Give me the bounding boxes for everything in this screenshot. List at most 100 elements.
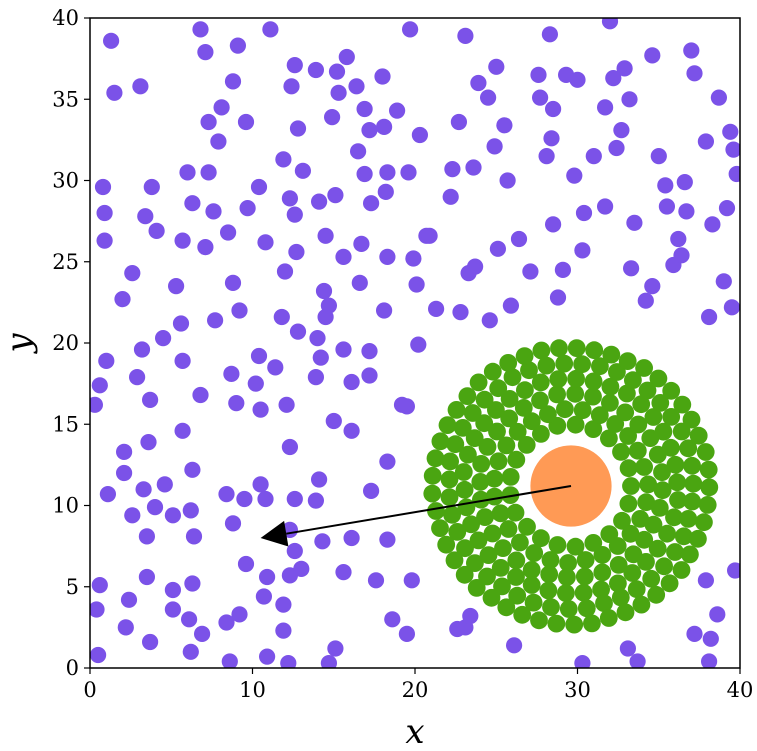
free-particle [192, 386, 209, 404]
cluster-particle [476, 508, 494, 526]
free-particle [728, 165, 740, 183]
cluster-particle [503, 368, 522, 387]
free-particle [194, 625, 211, 643]
free-particle [137, 208, 154, 225]
free-particle [164, 581, 181, 599]
free-particle [605, 70, 622, 87]
x-tick-label: 0 [83, 678, 96, 702]
free-particle [315, 282, 333, 300]
free-particle [670, 230, 687, 248]
cluster-particle [689, 529, 707, 548]
free-particle [574, 242, 591, 259]
cluster-particle [583, 614, 601, 633]
free-particle [174, 232, 191, 249]
y-axis-label: y [0, 333, 39, 355]
cluster-particle [600, 429, 618, 448]
free-particle [288, 243, 305, 261]
cluster-particle [475, 414, 494, 433]
free-particle [237, 555, 255, 573]
free-particle [442, 188, 459, 205]
cluster-particle [558, 568, 576, 587]
free-particle [257, 234, 274, 251]
cluster-particle [455, 480, 474, 499]
cluster-particle [602, 345, 621, 364]
free-particle [496, 117, 513, 134]
cluster-particle [613, 511, 631, 530]
free-particle [575, 204, 593, 222]
cluster-particle [611, 588, 630, 607]
free-particle [99, 486, 116, 503]
free-particle [444, 161, 461, 178]
cluster-particle [619, 459, 638, 478]
cluster-particle [669, 491, 687, 509]
free-particle [545, 100, 562, 118]
free-particle [168, 278, 185, 295]
free-particle [532, 89, 549, 106]
free-particle [236, 490, 253, 508]
cluster-particle [566, 537, 585, 556]
cluster-particle [648, 539, 667, 558]
free-particle [727, 562, 740, 579]
cluster-particle [440, 488, 459, 507]
free-particle [481, 312, 498, 329]
cluster-particle [500, 390, 519, 408]
cluster-particle [445, 551, 464, 570]
cluster-particle [650, 499, 669, 517]
cluster-particle [592, 580, 610, 599]
free-particle [428, 300, 445, 317]
cluster-particle [489, 379, 508, 398]
free-particle [317, 227, 334, 244]
free-particle [467, 258, 484, 275]
cluster-particle [660, 574, 679, 593]
free-particle [403, 572, 420, 589]
cluster-particle [679, 439, 698, 458]
cluster-particle [595, 594, 613, 613]
cluster-particle [423, 466, 442, 485]
free-particle [398, 625, 415, 643]
cluster-particle [501, 486, 520, 504]
free-particle [450, 113, 467, 131]
cluster-particle [453, 419, 472, 437]
cluster-particle [632, 395, 651, 414]
free-particle [502, 297, 519, 314]
cluster-particle [556, 400, 574, 419]
cluster-particle [487, 401, 505, 419]
free-particle [343, 529, 360, 547]
cluster-particle [539, 405, 557, 424]
free-particle [205, 203, 222, 220]
y-tick-label: 25 [52, 250, 79, 274]
free-particle [94, 178, 112, 196]
free-particle [120, 591, 138, 608]
x-tick-label: 20 [402, 678, 429, 702]
free-particle [530, 66, 547, 83]
free-particle [182, 502, 199, 519]
cluster-particle [507, 450, 526, 469]
cluster-particle [672, 422, 691, 441]
free-particle [408, 276, 425, 293]
free-particle [725, 141, 740, 158]
cluster-particle [651, 394, 670, 412]
free-particle [281, 438, 298, 456]
cluster-particle [485, 487, 504, 506]
free-particle [223, 365, 240, 382]
free-particle [701, 308, 718, 326]
cluster-particle [623, 564, 642, 582]
cluster-particle [637, 493, 656, 512]
free-particle [629, 653, 646, 668]
cluster-particle [567, 339, 586, 357]
cluster-particle [635, 359, 653, 377]
cluster-particle [515, 347, 534, 365]
cluster-particle [566, 415, 585, 434]
free-particle [554, 261, 572, 278]
free-particle [393, 396, 411, 413]
free-particle [324, 109, 341, 126]
cluster-particle [483, 362, 502, 381]
free-particle [252, 476, 269, 493]
cluster-particle [478, 567, 496, 586]
cluster-particle [443, 505, 461, 524]
free-particle [237, 113, 255, 131]
cluster-particle [479, 546, 498, 564]
cluster-particle [638, 381, 657, 400]
free-particle [106, 84, 123, 101]
free-particle [273, 308, 290, 326]
